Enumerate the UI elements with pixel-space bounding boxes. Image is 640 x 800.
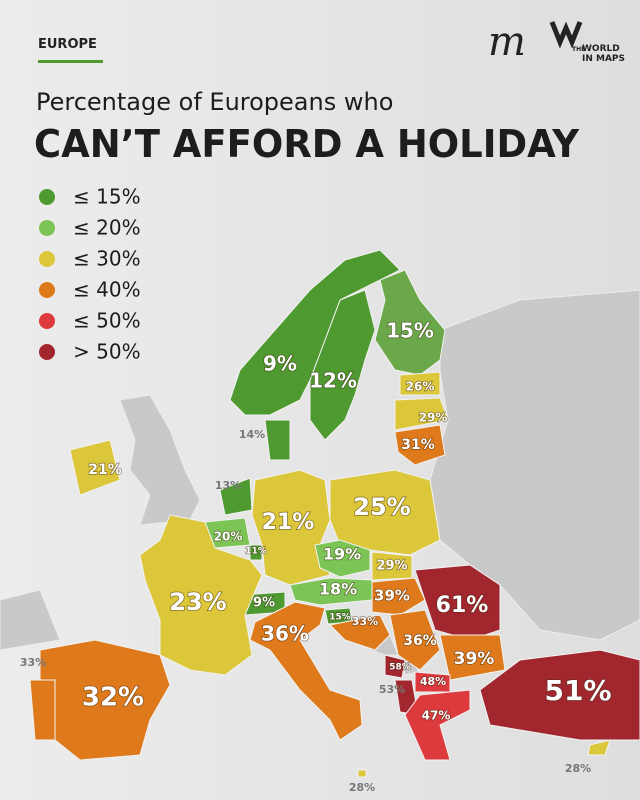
country-label: 33% bbox=[352, 615, 378, 628]
legend-swatch bbox=[39, 189, 55, 205]
country-label: 20% bbox=[214, 530, 243, 544]
legend-label: > 50% bbox=[73, 340, 141, 364]
country-label: 39% bbox=[454, 649, 495, 669]
logo-text: WORLD bbox=[582, 44, 620, 54]
country-label: 26% bbox=[406, 380, 435, 394]
legend-label: ≤ 50% bbox=[73, 309, 141, 333]
country-label: 9% bbox=[253, 596, 275, 611]
logo-icon bbox=[549, 21, 583, 49]
legend-label: ≤ 30% bbox=[73, 247, 141, 271]
section-underline bbox=[38, 60, 103, 63]
country-label: 15% bbox=[386, 319, 434, 343]
country bbox=[229, 249, 401, 416]
country-label: 58% bbox=[389, 663, 411, 673]
country bbox=[439, 634, 506, 681]
country bbox=[399, 371, 441, 396]
country-label: 25% bbox=[353, 493, 410, 521]
country-label: 21% bbox=[88, 462, 122, 478]
country-label: 9% bbox=[263, 352, 297, 376]
country-label: 18% bbox=[319, 580, 357, 599]
country bbox=[404, 689, 471, 761]
country-label: 36% bbox=[261, 622, 309, 646]
country bbox=[394, 424, 446, 466]
legend-label: ≤ 20% bbox=[73, 216, 141, 240]
logo-text: THE bbox=[572, 46, 585, 53]
country bbox=[249, 601, 363, 741]
legend-swatch bbox=[39, 220, 55, 236]
country bbox=[139, 514, 263, 676]
country bbox=[264, 419, 291, 461]
atlantic-land bbox=[0, 589, 61, 651]
country bbox=[251, 469, 331, 586]
region-labels: 15% 12% 9% 14% 26% 29% 31% 21% 13% 20%11% 21% 25% 19… bbox=[20, 318, 612, 794]
country-label: 61% bbox=[436, 593, 489, 618]
section-label: EUROPE bbox=[38, 37, 97, 52]
country-label: 33% bbox=[20, 656, 46, 669]
country-label: 31% bbox=[401, 437, 435, 453]
country bbox=[374, 269, 446, 376]
legend-swatch bbox=[39, 282, 55, 298]
country-label: 28% bbox=[349, 781, 375, 794]
country bbox=[329, 469, 441, 556]
country bbox=[587, 739, 611, 756]
country-label: 39% bbox=[374, 587, 410, 605]
legend-label: ≤ 40% bbox=[73, 278, 141, 302]
country bbox=[394, 397, 449, 431]
country-label: 21% bbox=[262, 510, 315, 535]
country-label: 36% bbox=[403, 633, 437, 649]
legend: ≤ 15% ≤ 20% ≤ 30% ≤ 40% ≤ 50% > 50% bbox=[39, 185, 141, 364]
legend-label: ≤ 15% bbox=[73, 185, 141, 209]
country-label: 51% bbox=[544, 674, 611, 707]
country bbox=[479, 649, 640, 741]
legend-swatch bbox=[39, 344, 55, 360]
country-label: 29% bbox=[419, 411, 448, 425]
country bbox=[29, 679, 56, 741]
country-label: 14% bbox=[239, 428, 265, 441]
country-label: 12% bbox=[309, 369, 357, 393]
country bbox=[389, 609, 441, 671]
country-label: 15% bbox=[329, 613, 351, 623]
country-label: 48% bbox=[420, 675, 446, 688]
country-label: 19% bbox=[323, 545, 361, 564]
country bbox=[314, 539, 371, 578]
country-label: 53% bbox=[379, 683, 405, 696]
non-data-land bbox=[0, 289, 640, 676]
country bbox=[69, 439, 121, 496]
regions bbox=[29, 249, 640, 778]
country bbox=[328, 614, 391, 651]
country-label: 23% bbox=[169, 588, 226, 616]
legend-swatch bbox=[39, 313, 55, 329]
legend-swatch bbox=[39, 251, 55, 267]
country bbox=[371, 577, 426, 616]
country bbox=[384, 654, 406, 679]
country bbox=[249, 544, 263, 561]
title-line-1: Percentage of Europeans who bbox=[36, 88, 393, 116]
country-label: 28% bbox=[565, 762, 591, 775]
country-label: 47% bbox=[422, 709, 451, 723]
title-line-2: CAN’T AFFORD A HOLIDAY bbox=[34, 122, 579, 166]
country-label: 32% bbox=[82, 683, 144, 713]
country bbox=[357, 769, 367, 778]
country-label: 11% bbox=[245, 547, 267, 557]
logo-text: IN MAPS bbox=[582, 54, 625, 64]
country-label: 13% bbox=[215, 479, 241, 492]
country-label: 29% bbox=[376, 559, 407, 574]
logo-mark: m bbox=[488, 19, 526, 65]
